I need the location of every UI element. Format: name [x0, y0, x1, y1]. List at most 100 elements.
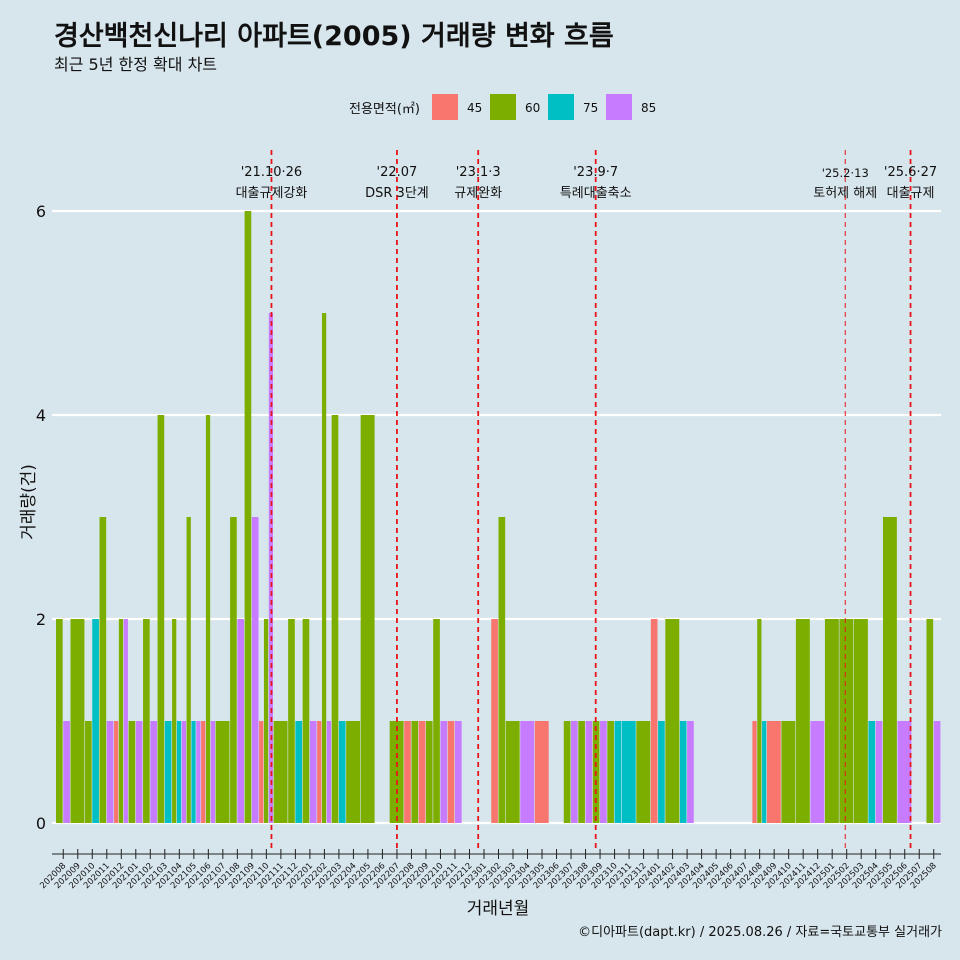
bar-202307-60 — [563, 721, 571, 823]
bar-202502-60 — [839, 619, 854, 823]
event-date: '23.1·3 — [456, 165, 501, 180]
bar-202101-60 — [128, 721, 136, 823]
bar-202210-85 — [440, 721, 448, 823]
bar-202304-85 — [520, 721, 535, 823]
bar-202012-85 — [123, 619, 128, 823]
event-label: 대출규제 — [887, 186, 935, 201]
legend-label-60: 60 — [525, 101, 540, 115]
bar-202008-85 — [63, 721, 70, 823]
bar-202310-75 — [614, 721, 622, 823]
bar-202105-75 — [191, 721, 196, 823]
event-label: 특례대출축소 — [560, 186, 632, 201]
bar-202208-45 — [404, 721, 411, 823]
bar-202503-60 — [853, 619, 868, 823]
bar-202401-75 — [658, 721, 665, 823]
event-date: '25.2·13 — [822, 166, 869, 180]
bar-202107-60 — [215, 721, 230, 823]
bar-202101-85 — [135, 721, 143, 823]
bar-202110-60 — [263, 619, 269, 823]
bar-202504-85 — [875, 721, 883, 823]
bar-202311-75 — [621, 721, 636, 823]
legend-label-85: 85 — [641, 101, 656, 115]
y-tick-label: 6 — [36, 202, 46, 221]
bar-202305-45 — [534, 721, 549, 823]
bar-202109-60 — [244, 211, 252, 823]
bar-202012-45 — [114, 721, 119, 823]
bar-202010-75 — [92, 619, 99, 823]
bar-202302-60 — [498, 517, 506, 823]
bar-202111-60 — [273, 721, 288, 823]
event-label: 대출규제강화 — [236, 186, 308, 201]
bar-202409-45 — [766, 721, 781, 823]
bar-202009-60 — [70, 619, 85, 823]
bar-202102-60 — [143, 619, 150, 823]
event-lines: '21.10·26 대출규제강화 '22.07 DSR 3단계 '23.1·3 규제완화 '… — [236, 150, 937, 852]
bar-202011-60 — [99, 517, 107, 823]
event-date: '21.10·26 — [241, 165, 302, 180]
bar-202310-60 — [607, 721, 614, 823]
bar-202202-60 — [321, 313, 327, 823]
bar-202401-45 — [650, 619, 658, 823]
chart-subtitle: 최근 5년 한정 확대 차트 — [54, 55, 217, 74]
bar-202201-60 — [302, 619, 310, 823]
legend: 전용면적(㎡) 45 60 75 85 — [349, 94, 656, 120]
legend-label-45: 45 — [467, 101, 482, 115]
bar-202106-60 — [205, 415, 211, 823]
legend-label-75: 75 — [583, 101, 598, 115]
bar-202104-85 — [181, 721, 186, 823]
chart-caption: ©디아파트(dapt.kr) / 2025.08.26 / 자료=국토교통부 실… — [578, 925, 942, 940]
bar-202110-45 — [259, 721, 264, 823]
bar-202106-45 — [201, 721, 206, 823]
bar-202112-75 — [295, 721, 303, 823]
event-date: '23.9·7 — [573, 165, 618, 180]
legend-swatch-45 — [432, 94, 458, 120]
bar-202209-60 — [425, 721, 433, 823]
bar-202312-60 — [636, 721, 651, 823]
bar-202403-75 — [679, 721, 687, 823]
chart-title: 경산백천신나리 아파트(2005) 거래량 변화 흐름 — [54, 21, 614, 52]
bar-202106-85 — [210, 721, 215, 823]
bar-202202-85 — [326, 721, 332, 823]
x-axis-label: 거래년월 — [467, 899, 530, 919]
bar-202307-85 — [571, 721, 578, 823]
bar-202108-60 — [230, 517, 237, 823]
bar-202506-85 — [897, 721, 912, 823]
bar-202412-85 — [810, 721, 825, 823]
bar-202504-75 — [868, 721, 876, 823]
bar-202508-60 — [926, 619, 934, 823]
bar-202010-60 — [85, 721, 92, 823]
legend-swatch-75 — [548, 94, 574, 120]
bar-202402-60 — [665, 619, 680, 823]
bar-202505-60 — [882, 517, 897, 823]
bar-202211-85 — [454, 721, 462, 823]
bar-202104-60 — [172, 619, 177, 823]
y-axis-label: 거래량(건) — [19, 464, 39, 540]
bar-202109-85 — [251, 517, 259, 823]
bar-202205-60 — [360, 415, 375, 823]
bar-202204-60 — [346, 721, 361, 823]
bar-202012-60 — [118, 619, 124, 823]
bar-202303-60 — [505, 721, 520, 823]
bar-202410-60 — [781, 721, 796, 823]
bar-202011-85 — [106, 721, 114, 823]
bar-202203-60 — [331, 415, 339, 823]
bar-202408-45 — [752, 721, 757, 823]
bars — [56, 211, 941, 823]
y-tick-label: 0 — [36, 814, 46, 833]
event-label: 규제완화 — [454, 186, 502, 201]
bar-202203-75 — [338, 721, 346, 823]
y-tick-label: 2 — [36, 610, 46, 629]
bar-202105-85 — [196, 721, 201, 823]
bar-202008-60 — [56, 619, 63, 823]
y-tick-label: 4 — [36, 406, 46, 425]
bar-202302-45 — [491, 619, 498, 823]
bar-202112-60 — [288, 619, 295, 823]
bar-202501-60 — [824, 619, 839, 823]
event-date: '25.6·27 — [884, 165, 937, 180]
bar-202411-60 — [795, 619, 810, 823]
bar-202210-60 — [433, 619, 440, 823]
bar-202209-45 — [418, 721, 426, 823]
legend-title: 전용면적(㎡) — [349, 102, 420, 117]
bar-202104-75 — [176, 721, 182, 823]
